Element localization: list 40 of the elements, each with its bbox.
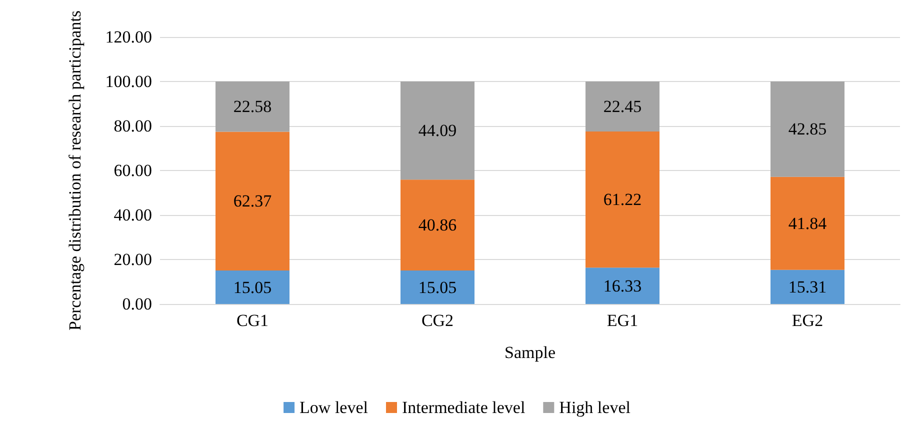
y-tick-label: 40.00 (114, 206, 152, 224)
y-axis-title: Percentage distribution of research participants (66, 10, 84, 331)
y-tick-label: 100.00 (105, 72, 152, 91)
x-axis-title: Sample (504, 343, 556, 362)
bar (770, 82, 844, 177)
bar (216, 82, 290, 132)
x-tick-label: EG1 (606, 311, 638, 330)
x-tick-label: CG2 (421, 311, 454, 330)
data-label: 42.85 (788, 120, 827, 139)
bar (586, 131, 660, 268)
y-tick-label: 20.00 (114, 250, 152, 269)
x-tick-label: EG2 (792, 311, 824, 330)
data-label: 22.45 (603, 96, 642, 116)
bar (400, 180, 474, 271)
data-label: 61.22 (603, 190, 642, 210)
legend-label: High level (559, 398, 631, 417)
bar (216, 270, 290, 304)
y-tick-label: 0.00 (122, 294, 152, 314)
bar (770, 176, 844, 270)
data-label: 15.31 (788, 277, 827, 296)
bar (586, 82, 660, 132)
bar (216, 132, 290, 271)
bar (400, 270, 474, 304)
bar (586, 268, 660, 304)
y-tick-label: 60.00 (114, 161, 152, 180)
legend-label: Intermediate level (402, 398, 526, 417)
x-tick-label: CG1 (236, 311, 269, 330)
legend-label: Low level (300, 398, 368, 417)
data-label: 16.33 (603, 276, 642, 296)
bar (770, 270, 844, 304)
data-label: 15.05 (418, 278, 457, 297)
data-label: 15.05 (233, 278, 272, 297)
y-tick-label: 120.00 (105, 28, 152, 46)
data-label: 41.84 (788, 214, 828, 233)
y-tick-label: 80.00 (114, 116, 152, 136)
data-label: 44.09 (418, 121, 457, 140)
data-label: 22.58 (233, 97, 272, 116)
data-label: 40.86 (418, 216, 457, 235)
bar (400, 82, 474, 180)
data-label: 62.37 (233, 192, 272, 211)
